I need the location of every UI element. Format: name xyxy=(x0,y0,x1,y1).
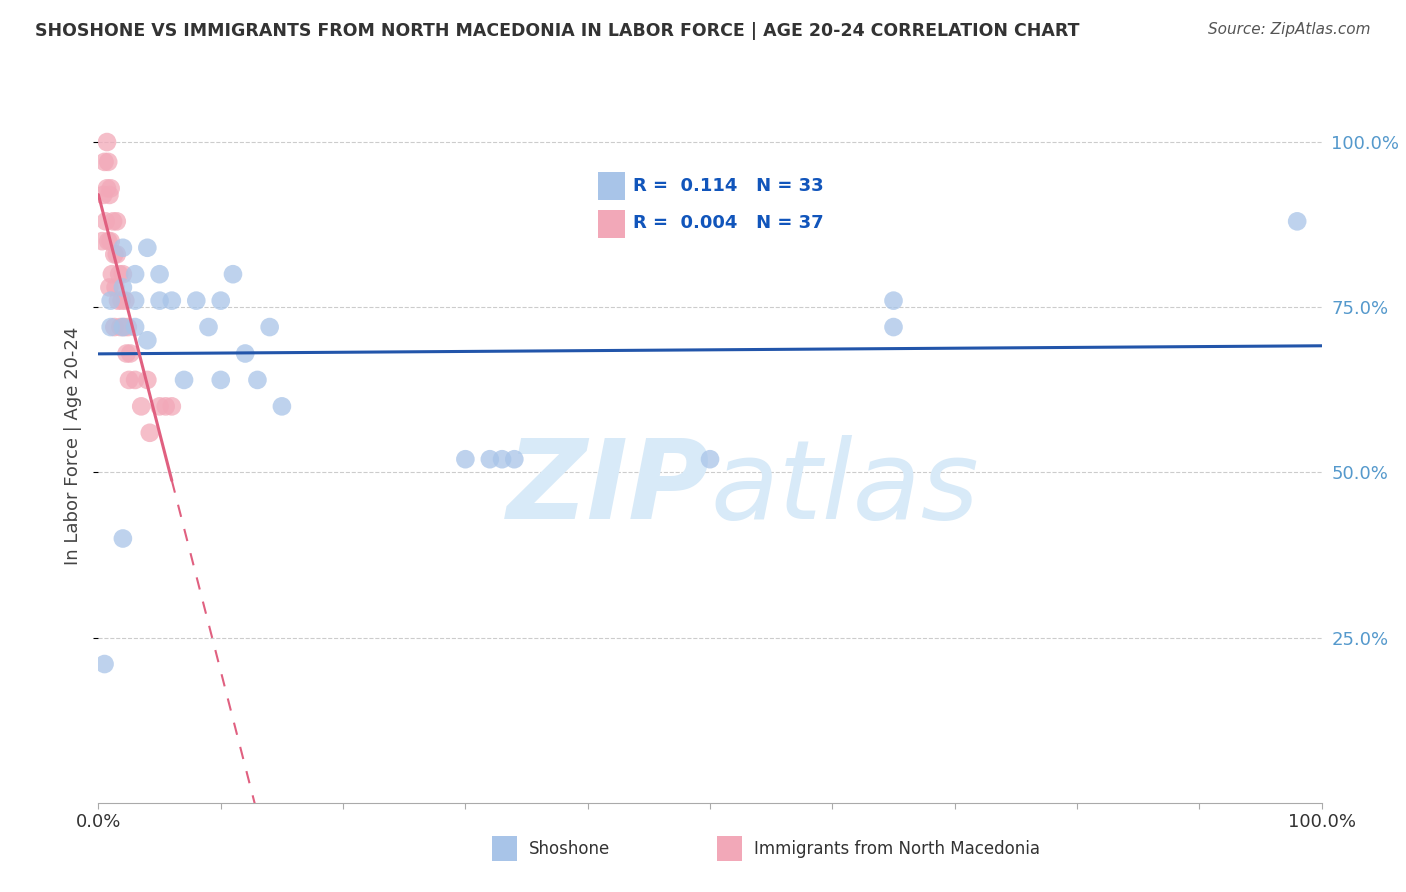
Point xyxy=(222,267,245,281)
Point xyxy=(111,241,134,255)
Point xyxy=(118,373,141,387)
Point xyxy=(103,320,125,334)
Point xyxy=(270,400,294,414)
Point xyxy=(103,247,125,261)
Point xyxy=(117,320,139,334)
Point xyxy=(136,333,159,347)
Point xyxy=(124,267,146,281)
Point xyxy=(136,241,159,255)
Point xyxy=(101,267,124,281)
Point xyxy=(105,214,128,228)
Point xyxy=(115,346,138,360)
Point xyxy=(111,532,134,546)
Point xyxy=(93,154,115,169)
Point xyxy=(233,346,256,360)
Point xyxy=(699,452,721,467)
Point xyxy=(197,320,219,334)
Text: R =  0.114   N = 33: R = 0.114 N = 33 xyxy=(634,178,824,195)
Point xyxy=(114,293,136,308)
Point xyxy=(91,188,114,202)
Point xyxy=(111,267,134,281)
Point xyxy=(100,234,122,248)
Point xyxy=(155,400,177,414)
Point xyxy=(160,293,183,308)
Bar xyxy=(599,172,626,200)
Point xyxy=(96,135,118,149)
Point xyxy=(883,293,905,308)
Point xyxy=(111,280,134,294)
Point xyxy=(259,320,281,334)
Point xyxy=(186,293,208,308)
Point xyxy=(107,293,129,308)
Point xyxy=(209,293,232,308)
Point xyxy=(96,181,118,195)
Point xyxy=(93,657,115,671)
Point xyxy=(124,293,146,308)
Point xyxy=(124,373,146,387)
Point xyxy=(136,373,159,387)
Text: Source: ZipAtlas.com: Source: ZipAtlas.com xyxy=(1208,22,1371,37)
Text: atlas: atlas xyxy=(710,435,979,542)
Text: SHOSHONE VS IMMIGRANTS FROM NORTH MACEDONIA IN LABOR FORCE | AGE 20-24 CORRELATI: SHOSHONE VS IMMIGRANTS FROM NORTH MACEDO… xyxy=(35,22,1080,40)
Text: Shoshone: Shoshone xyxy=(529,840,610,858)
Point xyxy=(98,280,121,294)
Point xyxy=(97,154,120,169)
Point xyxy=(160,400,183,414)
Point xyxy=(120,346,142,360)
Point xyxy=(1286,214,1309,228)
Point xyxy=(149,267,172,281)
Point xyxy=(112,320,135,334)
Point xyxy=(883,320,905,334)
Point xyxy=(454,452,477,467)
Point xyxy=(149,293,172,308)
Point xyxy=(108,267,131,281)
Point xyxy=(246,373,269,387)
Point xyxy=(491,452,513,467)
Point xyxy=(100,293,122,308)
Bar xyxy=(599,211,626,238)
Point xyxy=(98,188,121,202)
Point xyxy=(173,373,195,387)
Point xyxy=(111,293,134,308)
Point xyxy=(149,400,172,414)
Point xyxy=(124,320,146,334)
Point xyxy=(94,214,117,228)
Point xyxy=(100,181,122,195)
Text: R =  0.004   N = 37: R = 0.004 N = 37 xyxy=(634,214,824,232)
Y-axis label: In Labor Force | Age 20-24: In Labor Force | Age 20-24 xyxy=(65,326,83,566)
Point xyxy=(129,400,152,414)
Point xyxy=(100,320,122,334)
Point xyxy=(97,234,120,248)
Point xyxy=(91,234,114,248)
Point xyxy=(478,452,501,467)
Point xyxy=(111,320,134,334)
Point xyxy=(209,373,232,387)
Point xyxy=(104,280,127,294)
Point xyxy=(503,452,526,467)
Point xyxy=(139,425,162,440)
Text: Immigrants from North Macedonia: Immigrants from North Macedonia xyxy=(754,840,1039,858)
Point xyxy=(101,214,124,228)
Point xyxy=(105,247,128,261)
Text: ZIP: ZIP xyxy=(506,435,710,542)
Point xyxy=(110,320,132,334)
